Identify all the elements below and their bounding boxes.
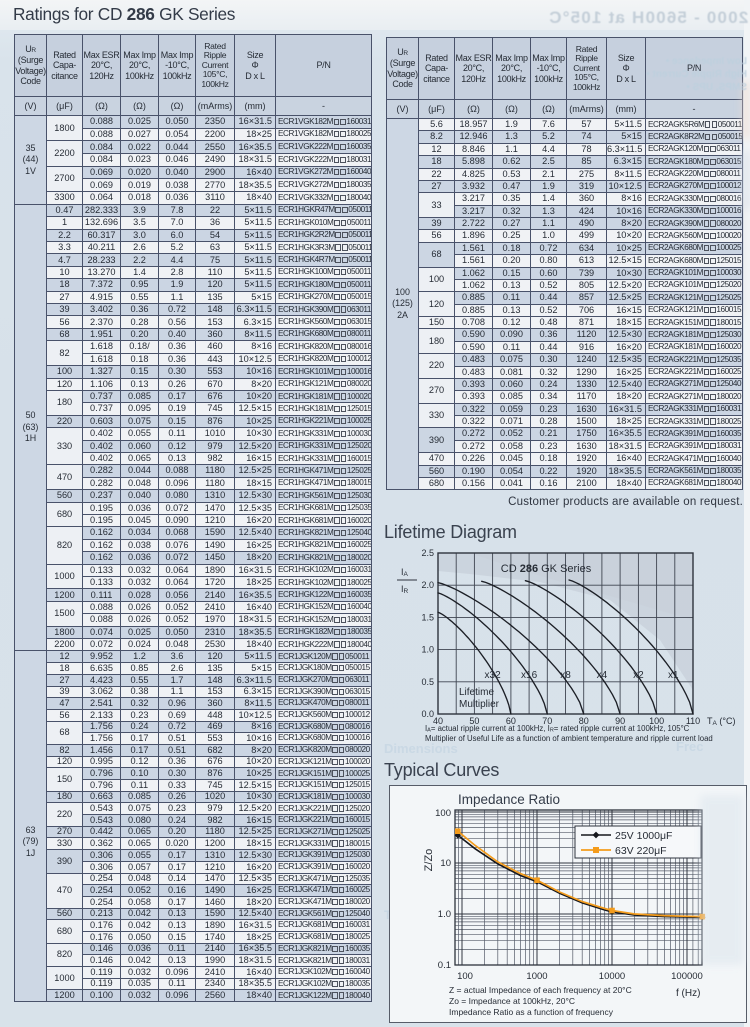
svg-text:10000: 10000: [599, 971, 625, 982]
svg-text:IA: IA: [401, 567, 409, 578]
svg-text:Zo = Impedance at 100kHz, 20°C: Zo = Impedance at 100kHz, 20°C: [449, 996, 575, 1006]
svg-text:Multiplier of Useful Life as a: Multiplier of Useful Life as a function …: [425, 734, 713, 743]
svg-text:f (Hz): f (Hz): [676, 988, 700, 999]
svg-text:Z/Zo: Z/Zo: [423, 849, 435, 872]
svg-text:1.5: 1.5: [421, 612, 434, 622]
svg-text:2.5: 2.5: [421, 548, 434, 558]
svg-text:1.0: 1.0: [438, 909, 451, 920]
svg-text:x16: x16: [521, 670, 538, 681]
svg-text:1.0: 1.0: [421, 645, 434, 655]
svg-text:x4: x4: [597, 670, 608, 681]
svg-text:1000: 1000: [526, 971, 547, 982]
svg-text:0.1: 0.1: [438, 960, 451, 971]
svg-text:0.5: 0.5: [421, 677, 434, 687]
svg-text:Multiplier: Multiplier: [459, 699, 500, 710]
svg-text:90: 90: [615, 716, 625, 726]
svg-text:Impedance Ratio: Impedance Ratio: [458, 792, 560, 807]
svg-text:70: 70: [542, 716, 552, 726]
svg-text:0.0: 0.0: [421, 709, 434, 719]
svg-text:IR: IR: [401, 584, 409, 595]
svg-text:x8: x8: [560, 670, 571, 681]
svg-text:100: 100: [457, 971, 473, 982]
svg-text:TA (°C): TA (°C): [707, 716, 735, 727]
svg-text:x2: x2: [633, 670, 644, 681]
svg-text:IA= actual ripple current at 1: IA= actual ripple current at 100kHz, IR=…: [425, 724, 690, 734]
svg-text:10: 10: [440, 858, 451, 869]
svg-text:110: 110: [686, 716, 700, 726]
svg-text:60: 60: [506, 716, 516, 726]
svg-text:50: 50: [469, 716, 479, 726]
svg-text:25V 1000μF: 25V 1000μF: [615, 830, 672, 842]
svg-text:Lifetime: Lifetime: [459, 687, 494, 698]
svg-text:80: 80: [579, 716, 589, 726]
svg-text:Impedance Ratio as a function: Impedance Ratio as a function of frequen…: [449, 1007, 614, 1017]
svg-text:40: 40: [433, 716, 443, 726]
svg-text:x32: x32: [485, 670, 502, 681]
svg-text:100000: 100000: [671, 971, 703, 982]
svg-text:100: 100: [649, 716, 664, 726]
svg-text:2.0: 2.0: [421, 580, 434, 590]
svg-text:100: 100: [435, 808, 451, 819]
svg-text:CD 286 GK Series: CD 286 GK Series: [501, 563, 592, 575]
svg-text:63V 220μF: 63V 220μF: [615, 845, 667, 857]
svg-text:x1: x1: [668, 670, 679, 681]
svg-text:Z = actual Impedance of each f: Z = actual Impedance of each frequency a…: [449, 985, 632, 995]
